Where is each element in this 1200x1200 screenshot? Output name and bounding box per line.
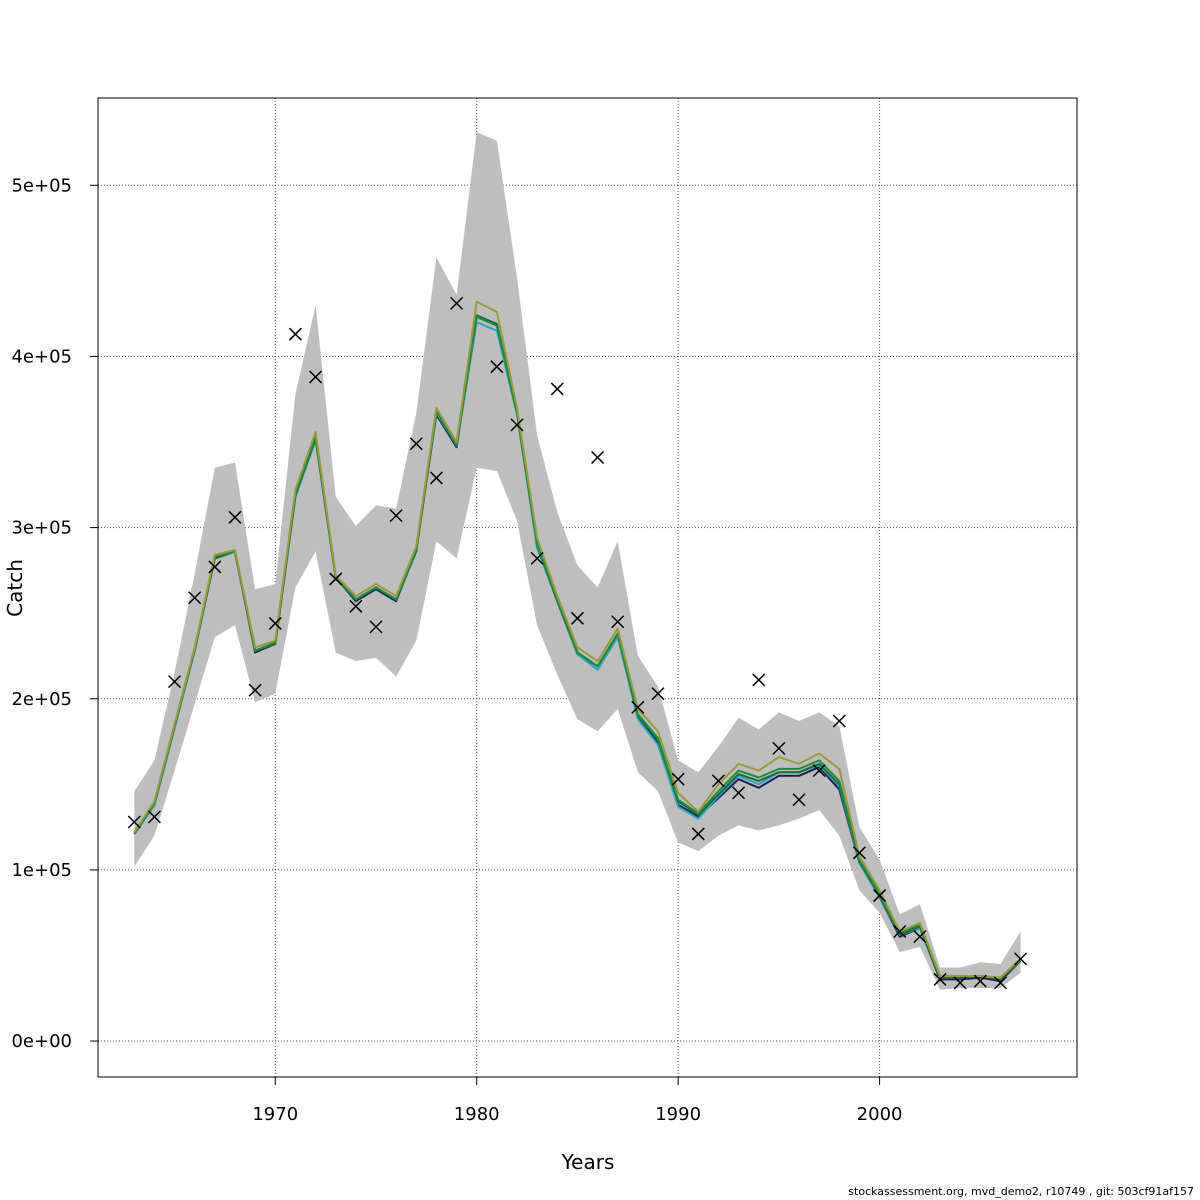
observation-marker xyxy=(651,687,665,701)
observation-marker xyxy=(228,510,242,524)
observation-marker xyxy=(832,714,846,728)
observation-marker xyxy=(611,615,625,629)
x-tick-label: 1990 xyxy=(655,1104,701,1125)
y-tick-label: 1e+05 xyxy=(11,860,72,881)
observation-marker xyxy=(450,296,464,310)
observation-marker xyxy=(1014,952,1028,966)
x-axis-ticks: 1970 1980 1990 2000 xyxy=(252,1077,902,1125)
observation-marker xyxy=(349,599,363,613)
observation-marker xyxy=(550,382,564,396)
y-axis-ticks: 0e+00 1e+05 2e+05 3e+05 4e+05 5e+05 xyxy=(11,175,98,1052)
observation-marker xyxy=(772,741,786,755)
y-tick-label: 0e+00 xyxy=(11,1031,72,1052)
plot-frame xyxy=(97,97,1078,1078)
observation-marker xyxy=(369,620,383,634)
x-axis-title: Years xyxy=(561,1150,615,1174)
observation-marker xyxy=(389,509,403,523)
observation-marker xyxy=(329,572,343,586)
observation-marker xyxy=(168,675,182,689)
observation-marker xyxy=(409,437,423,451)
observation-marker xyxy=(208,560,222,574)
x-tick-label: 1970 xyxy=(252,1104,298,1125)
observation-marker xyxy=(913,930,927,944)
observation-marker xyxy=(792,793,806,807)
series-lines xyxy=(133,300,1022,983)
x-tick-label: 2000 xyxy=(857,1104,903,1125)
observation-marker xyxy=(429,471,443,485)
observation-marker xyxy=(711,774,725,788)
observation-marker xyxy=(127,815,141,829)
observation-marker xyxy=(812,764,826,778)
observation-marker xyxy=(893,924,907,939)
observation-marker xyxy=(732,786,746,800)
confidence-band xyxy=(134,132,1021,990)
series-line-5 xyxy=(133,300,1022,979)
observation-marker xyxy=(631,700,645,714)
y-tick-label: 2e+05 xyxy=(11,689,72,710)
observation-marker xyxy=(188,591,202,605)
observation-marker xyxy=(570,611,584,625)
observation-marker xyxy=(490,360,504,374)
observation-marker xyxy=(933,972,947,986)
y-tick-label: 5e+05 xyxy=(11,175,72,196)
observation-marker xyxy=(591,450,605,464)
observation-marker xyxy=(288,327,302,341)
footer-credit: stockassessment.org, mvd_demo2, r10749 ,… xyxy=(848,1185,1194,1198)
observation-marker xyxy=(752,673,766,687)
observation-marker xyxy=(973,974,987,988)
x-tick-label: 1980 xyxy=(454,1104,500,1125)
observation-marker xyxy=(873,889,887,903)
observation-marker xyxy=(852,846,866,860)
observation-marker xyxy=(248,683,262,697)
observation-markers xyxy=(127,296,1028,990)
observation-marker xyxy=(268,616,282,630)
observation-marker xyxy=(993,976,1007,990)
observation-marker xyxy=(953,976,967,990)
observation-marker xyxy=(691,827,705,841)
y-tick-label: 3e+05 xyxy=(11,518,72,539)
observation-marker xyxy=(530,551,544,565)
observation-marker xyxy=(309,370,323,384)
observation-marker xyxy=(671,772,685,786)
y-tick-label: 4e+05 xyxy=(11,346,72,367)
observation-marker xyxy=(147,810,161,824)
observation-marker xyxy=(510,418,524,432)
y-axis-title: Catch xyxy=(3,559,27,617)
